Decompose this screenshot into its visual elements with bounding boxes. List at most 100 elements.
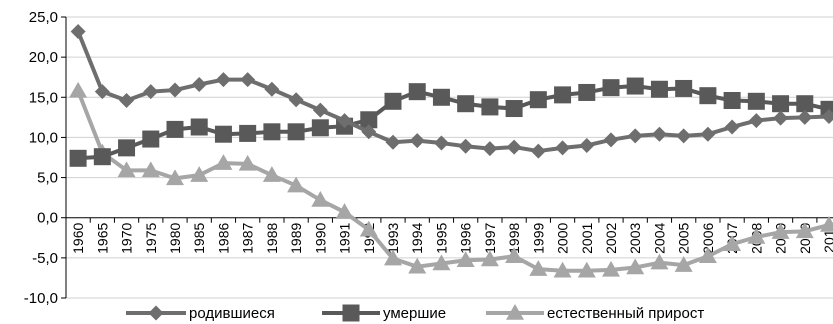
data-point	[506, 139, 522, 155]
data-point	[288, 92, 304, 108]
data-point	[311, 119, 329, 137]
axes	[61, 16, 833, 299]
data-point	[626, 77, 644, 95]
data-point	[409, 133, 425, 149]
x-tick-label: 1965	[94, 223, 110, 254]
data-point	[361, 124, 377, 140]
data-point	[820, 215, 833, 232]
series-2	[69, 81, 833, 278]
x-tick-label: 1988	[264, 223, 280, 254]
data-point	[482, 141, 498, 157]
data-point	[238, 154, 257, 171]
y-tick-label: 10,0	[29, 129, 58, 146]
data-point	[458, 138, 474, 154]
data-point	[505, 100, 523, 118]
y-tick-label: 15,0	[29, 89, 58, 106]
data-point	[312, 102, 328, 118]
data-point	[529, 260, 548, 276]
data-point	[578, 83, 596, 101]
series-1	[69, 77, 833, 167]
data-point	[602, 260, 620, 277]
x-tick-label: 1994	[409, 223, 425, 254]
data-point	[214, 125, 232, 143]
data-point	[166, 169, 184, 186]
data-point	[94, 84, 110, 100]
series-0	[70, 23, 833, 159]
y-axis-ticks: -10,0 -5,0 0,0 5,0 10,0 15,0 20,0 25,0	[24, 9, 58, 307]
data-point	[675, 79, 693, 97]
data-point	[554, 86, 572, 104]
data-point	[821, 109, 833, 125]
data-point	[676, 128, 692, 144]
data-point	[359, 220, 378, 237]
legend-item: родившиеся	[126, 305, 275, 322]
x-tick-label: 2000	[555, 223, 571, 254]
data-point	[747, 92, 765, 110]
data-point	[141, 161, 160, 178]
legend-label: родившиеся	[189, 305, 275, 322]
data-point	[747, 227, 766, 244]
legend: родившиеся умершие естественный прирост	[126, 304, 704, 322]
data-point	[408, 83, 426, 101]
data-point	[602, 79, 620, 97]
data-point	[771, 223, 790, 239]
legend-label: умершие	[383, 305, 446, 322]
data-point	[287, 176, 306, 193]
data-point	[650, 80, 668, 98]
data-point	[166, 120, 184, 138]
data-point	[190, 166, 209, 182]
y-tick-label: -10,0	[24, 290, 58, 307]
x-tick-label: 1995	[433, 223, 449, 254]
data-point	[385, 134, 401, 150]
x-tick-label: 1996	[458, 223, 474, 254]
data-point	[93, 148, 111, 166]
x-tick-label: 1985	[191, 223, 207, 254]
data-point	[69, 81, 88, 98]
data-point	[311, 191, 330, 207]
legend-item: естественный прирост	[486, 304, 704, 322]
data-point	[142, 130, 160, 148]
data-point	[651, 126, 667, 142]
data-point	[70, 23, 86, 39]
data-point	[240, 72, 256, 88]
data-point	[723, 235, 742, 251]
data-point	[214, 154, 233, 170]
data-point	[480, 250, 499, 267]
data-point	[698, 247, 717, 264]
data-point	[481, 98, 499, 116]
data-point	[650, 253, 669, 270]
x-tick-label: 2005	[676, 223, 692, 254]
x-tick-label: 2002	[603, 223, 619, 254]
x-tick-label: 1970	[119, 223, 135, 254]
x-tick-label: 1999	[530, 223, 546, 254]
data-point	[529, 91, 547, 109]
data-point	[773, 110, 789, 126]
y-tick-label: -5,0	[32, 250, 58, 267]
data-point	[553, 261, 572, 278]
data-point	[674, 256, 693, 272]
x-tick-label: 1997	[482, 223, 498, 254]
data-point	[530, 143, 546, 159]
data-point	[795, 222, 814, 239]
data-point	[796, 95, 814, 113]
y-tick-label: 25,0	[29, 9, 58, 26]
data-point	[117, 161, 136, 178]
x-tick-label: 1991	[337, 223, 353, 254]
data-point	[148, 305, 164, 321]
x-tick-label: 2006	[700, 223, 716, 254]
data-point	[772, 95, 790, 113]
data-point	[215, 72, 231, 88]
x-tick-label: 1980	[167, 223, 183, 254]
data-point	[408, 257, 427, 274]
x-tick-label: 1975	[143, 223, 159, 254]
data-point	[603, 132, 619, 148]
data-point	[143, 84, 159, 100]
data-point	[167, 82, 183, 98]
data-point	[384, 92, 402, 110]
data-point	[264, 81, 280, 97]
data-point	[724, 119, 740, 135]
data-point	[360, 111, 378, 129]
data-point	[699, 87, 717, 105]
data-point	[627, 128, 643, 144]
